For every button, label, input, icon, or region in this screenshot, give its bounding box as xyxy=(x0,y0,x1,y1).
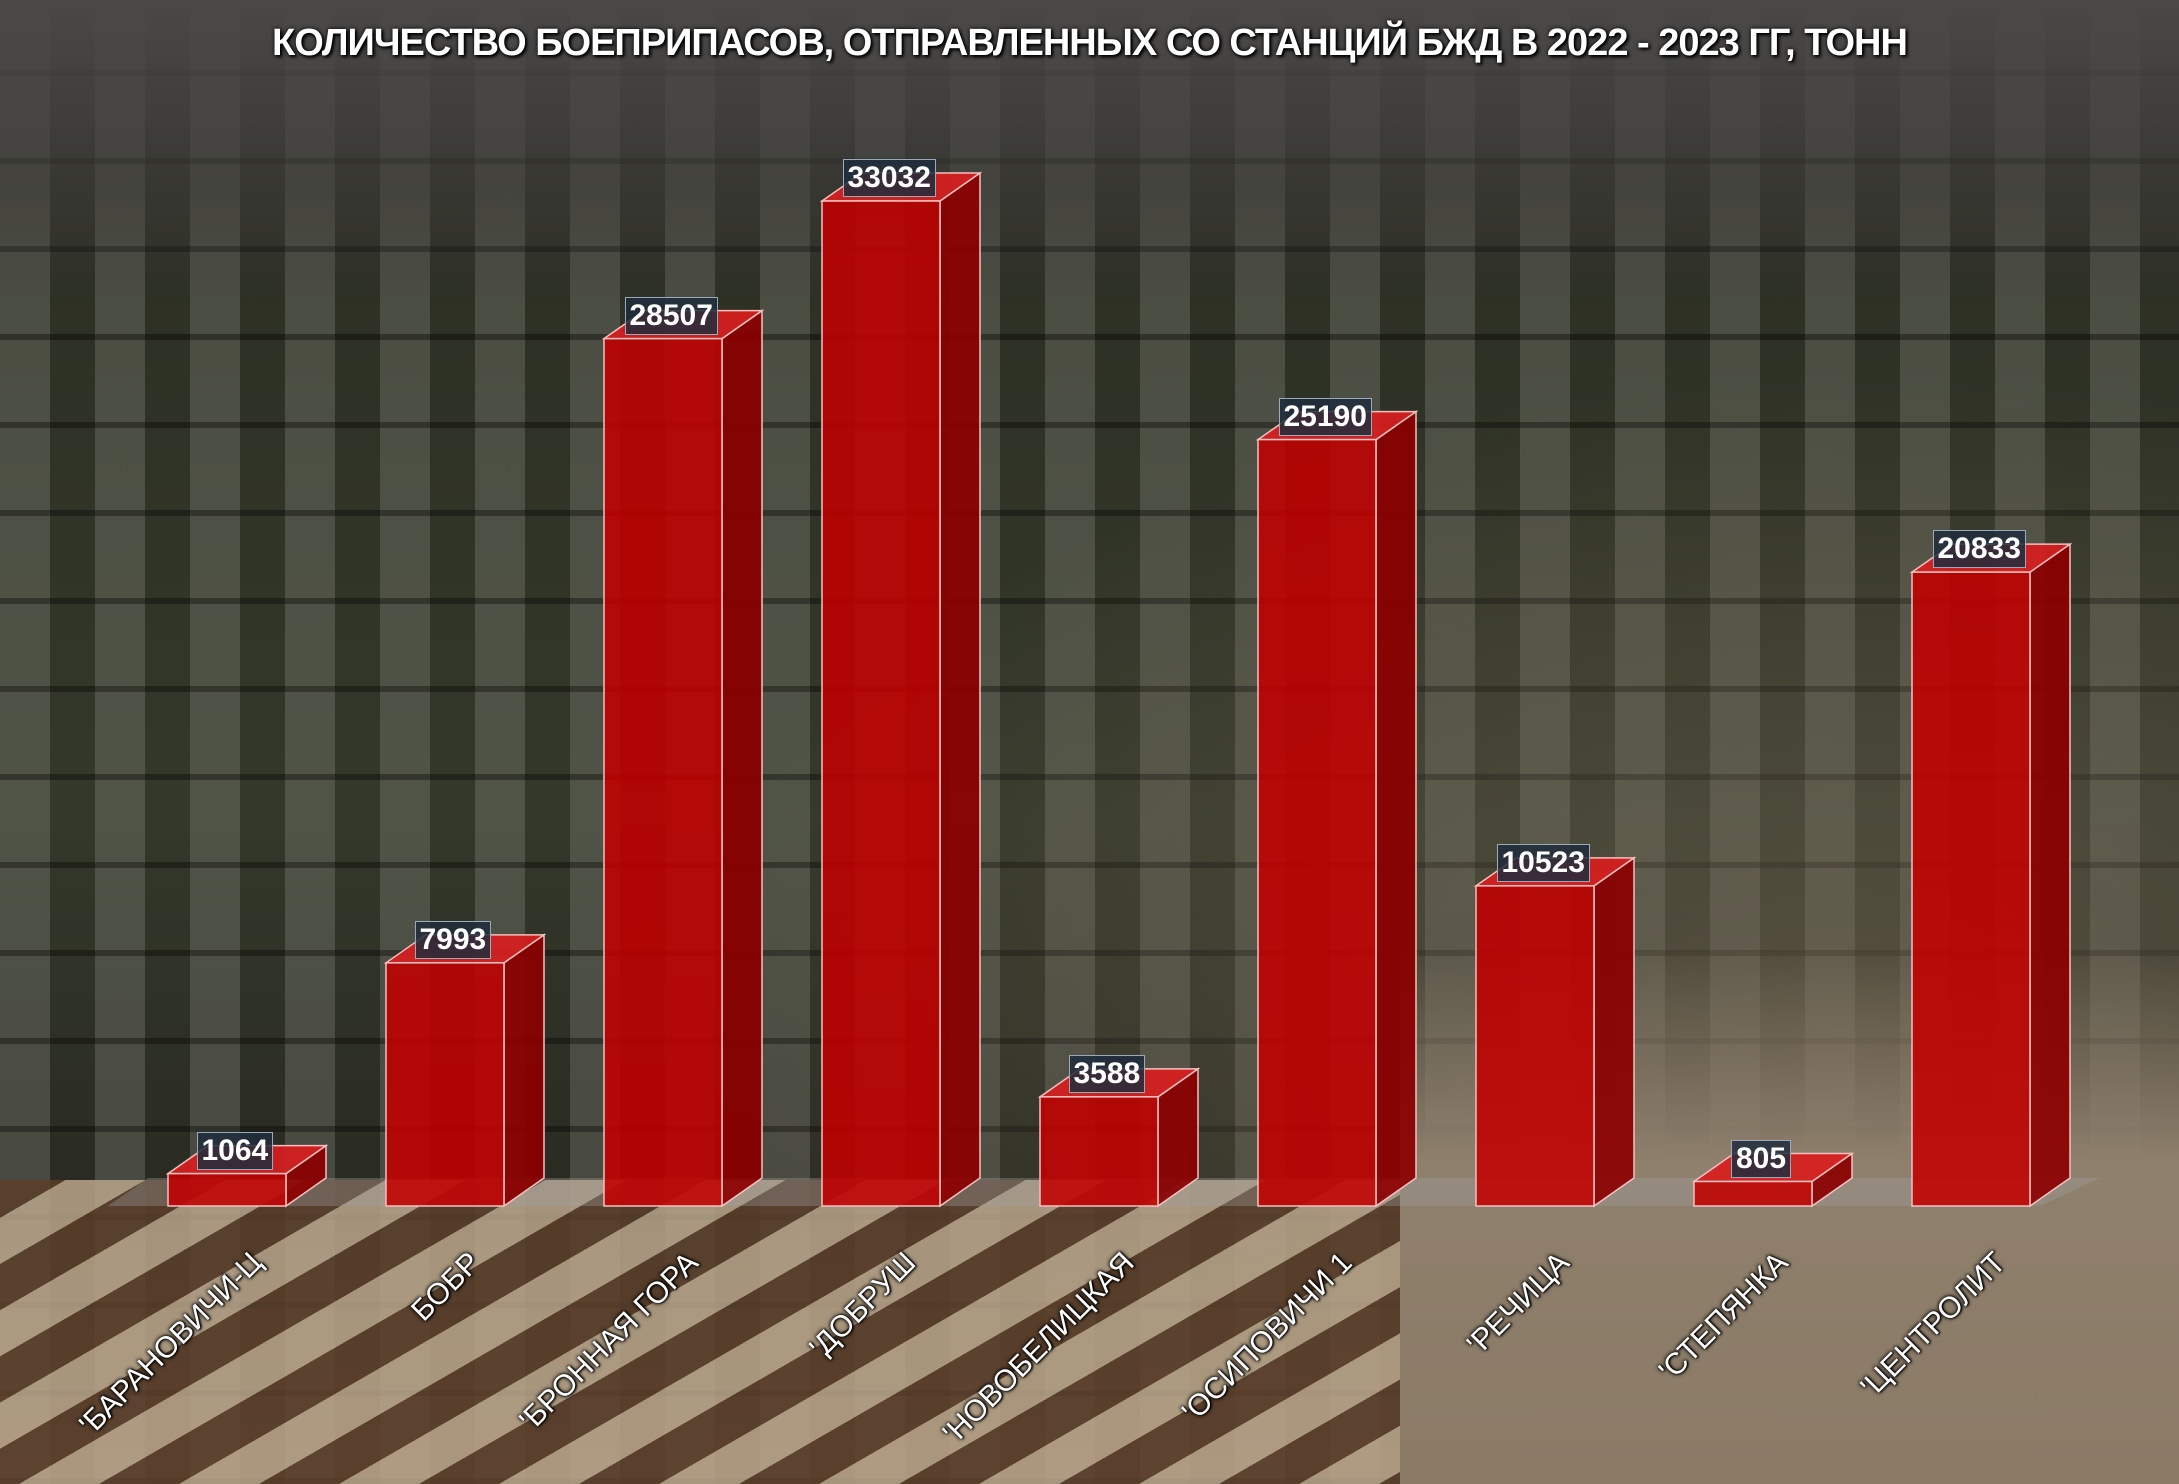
value-label: 25190 xyxy=(1278,397,1372,436)
value-label: 33032 xyxy=(842,159,936,197)
bar-2 xyxy=(603,337,723,1207)
bar-0 xyxy=(167,1172,287,1207)
bar-8 xyxy=(1911,571,2031,1207)
value-label: 20833 xyxy=(1932,530,2026,569)
bar-side-2 xyxy=(721,309,763,1208)
bar-5 xyxy=(1257,438,1377,1207)
value-label: 805 xyxy=(1731,1139,1792,1178)
value-label: 7993 xyxy=(414,920,492,959)
chart-title: КОЛИЧЕСТВО БОЕПРИПАСОВ, ОТПРАВЛЕННЫХ СО … xyxy=(272,22,1908,64)
bar-3 xyxy=(821,200,941,1207)
bar-side-6 xyxy=(1593,856,1635,1208)
value-label: 3588 xyxy=(1068,1054,1146,1093)
bar-side-5 xyxy=(1375,410,1417,1208)
bar-6 xyxy=(1475,885,1595,1207)
bar-side-3 xyxy=(939,171,981,1208)
bar-7 xyxy=(1693,1180,1813,1207)
ceiling-shade xyxy=(0,0,2179,300)
bar-4 xyxy=(1039,1096,1159,1207)
value-label: 28507 xyxy=(624,296,718,335)
bar-side-1 xyxy=(503,933,545,1208)
bar-side-8 xyxy=(2029,542,2071,1208)
bar-1 xyxy=(385,962,505,1207)
value-label: 1064 xyxy=(196,1131,274,1170)
value-label: 10523 xyxy=(1496,843,1590,882)
